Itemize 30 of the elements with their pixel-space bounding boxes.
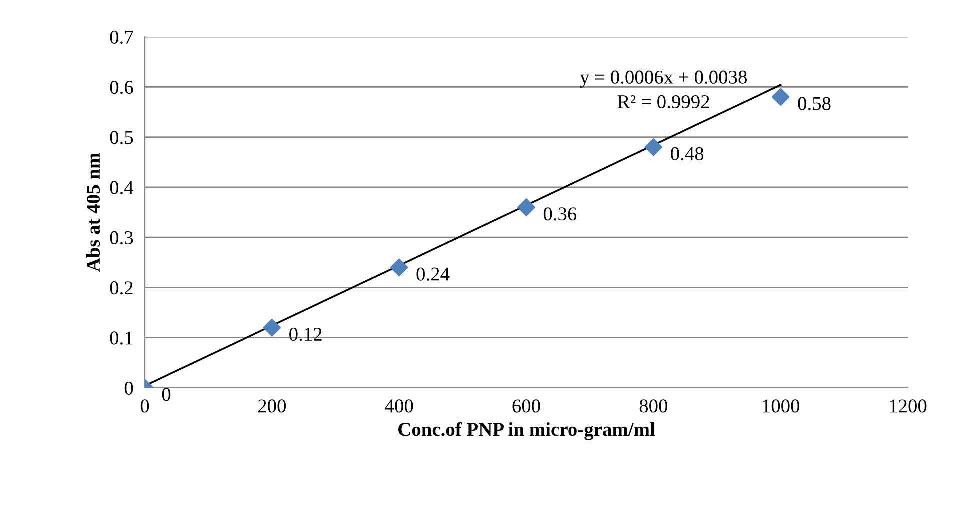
y-tick-label: 0.6 bbox=[110, 80, 134, 94]
y-tick-label: 0.7 bbox=[110, 30, 134, 44]
y-tick-label: 0.3 bbox=[110, 231, 134, 245]
point bbox=[390, 258, 408, 277]
point bbox=[772, 88, 790, 106]
point bbox=[263, 318, 282, 337]
data-label: 0.12 bbox=[290, 328, 322, 342]
y-tick-label: 0 bbox=[124, 382, 134, 395]
x-tick-label: 1200 bbox=[890, 400, 927, 413]
point bbox=[644, 138, 663, 156]
x-tick-label: 0 bbox=[140, 400, 150, 413]
x-axis-title: Conc.of PNP in micro-gram/ml bbox=[398, 422, 656, 440]
point bbox=[518, 198, 536, 216]
annotation: R² = 0.9992 bbox=[618, 95, 710, 109]
data-label: 0.36 bbox=[544, 208, 577, 221]
data-label: 0.58 bbox=[798, 97, 831, 110]
y-tick-label: 0.1 bbox=[110, 332, 133, 345]
y-tick-label: 0.4 bbox=[110, 181, 134, 194]
data-label: 0 bbox=[162, 388, 171, 402]
x-tick-label: 600 bbox=[512, 400, 540, 413]
data-label: 0.24 bbox=[416, 268, 450, 281]
x-tick-label: 400 bbox=[385, 400, 414, 413]
x-tick-label: 1000 bbox=[763, 400, 800, 413]
x-tick-label: 200 bbox=[258, 400, 286, 413]
x-tick-label: 800 bbox=[640, 400, 668, 413]
y-axis-title: Abs at 405 nm bbox=[86, 153, 100, 272]
y-tick-label: 0.2 bbox=[110, 282, 133, 295]
y-tick-label: 0.5 bbox=[110, 131, 134, 144]
annotation: y = 0.0006x + 0.0038 bbox=[580, 70, 747, 88]
data-label: 0.48 bbox=[671, 147, 704, 161]
